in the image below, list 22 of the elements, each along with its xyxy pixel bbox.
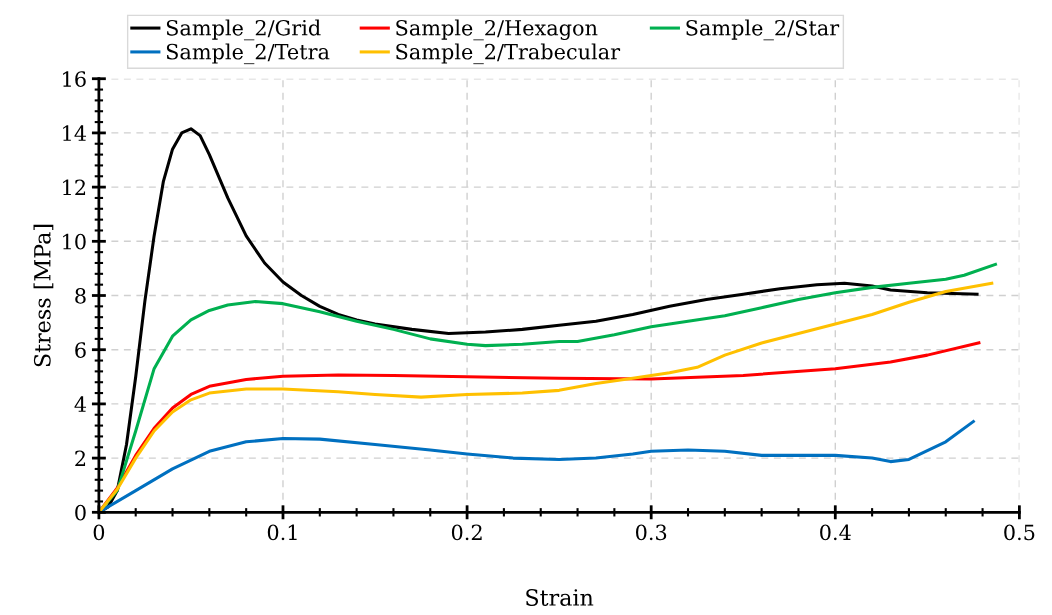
x-tick-label: 0.4 (820, 524, 851, 541)
y-tick-label: 16 (63, 71, 86, 87)
y-tick-label: 4 (74, 396, 87, 412)
x-axis-title: Strain (526, 589, 594, 606)
y-tick-label: 6 (75, 342, 86, 358)
y-tick-label: 2 (75, 450, 86, 467)
y-tick-label: 0 (75, 504, 86, 521)
x-tick-label: 0.5 (1004, 524, 1035, 541)
legend-label: Sample_2/Grid (166, 19, 321, 41)
y-tick-label: 10 (63, 233, 86, 250)
y-tick-label: 14 (63, 125, 87, 141)
x-tick-label: 0 (93, 524, 105, 541)
legend-label: Sample_2/Trabecular (396, 43, 621, 65)
x-tick-label: 0.3 (636, 524, 667, 541)
legend-label: Sample_2/Tetra (166, 43, 330, 65)
x-tick-label: 0.2 (451, 524, 482, 541)
legend-label: Sample_2/Star (686, 19, 840, 41)
y-tick-label: 12 (63, 179, 86, 196)
y-tick-label: 8 (75, 287, 86, 304)
x-tick-label: 0.1 (267, 524, 297, 541)
y-axis-title: Stress [MPa] (33, 224, 54, 367)
legend-label: Sample_2/Hexagon (396, 19, 598, 41)
